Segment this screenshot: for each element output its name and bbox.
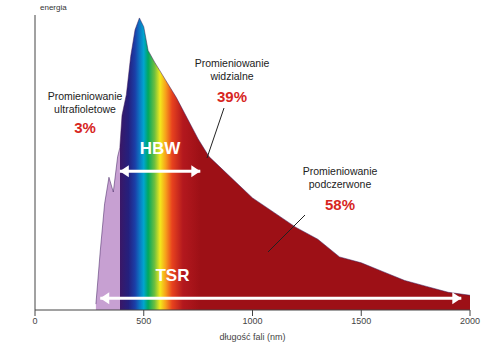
svg-text:energia: energia (40, 3, 67, 12)
svg-text:2000: 2000 (460, 316, 480, 326)
svg-text:HBW: HBW (140, 139, 182, 158)
svg-text:58%: 58% (325, 196, 355, 213)
svg-text:ultrafioletowe: ultrafioletowe (54, 103, 116, 115)
svg-text:0: 0 (32, 316, 37, 326)
svg-text:Promieniowanie: Promieniowanie (48, 90, 123, 102)
svg-text:1000: 1000 (242, 316, 262, 326)
svg-text:widzialne: widzialne (209, 70, 253, 82)
svg-text:3%: 3% (74, 119, 96, 136)
svg-text:długość fali (nm): długość fali (nm) (219, 332, 285, 342)
svg-text:39%: 39% (217, 88, 247, 105)
svg-text:Promieniowanie: Promieniowanie (195, 57, 270, 69)
svg-text:1500: 1500 (351, 316, 371, 326)
svg-text:500: 500 (136, 316, 151, 326)
svg-text:Promieniowanie: Promieniowanie (303, 165, 378, 177)
svg-text:podczerwone: podczerwone (309, 178, 372, 190)
svg-text:TSR: TSR (155, 266, 189, 285)
